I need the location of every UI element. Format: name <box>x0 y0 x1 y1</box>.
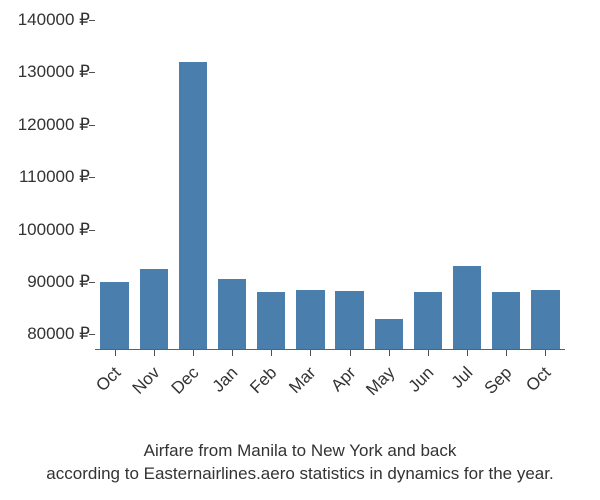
x-tick-mark <box>193 350 194 356</box>
y-tick-mark <box>89 334 95 335</box>
y-tick-label: 120000 ₽ <box>0 115 90 135</box>
bar <box>453 266 481 350</box>
x-tick-mark <box>271 350 272 356</box>
bar <box>179 62 207 350</box>
x-tick-label: Oct <box>92 363 125 396</box>
x-tick-mark <box>467 350 468 356</box>
bar <box>218 279 246 350</box>
bar <box>257 292 285 350</box>
x-tick-label: Feb <box>247 363 282 398</box>
y-tick-label: 130000 ₽ <box>0 62 90 82</box>
bar <box>531 290 559 350</box>
bar <box>414 292 442 350</box>
bar <box>296 290 324 350</box>
y-tick-mark <box>89 72 95 73</box>
x-tick-label: May <box>362 363 399 400</box>
bar <box>375 319 403 350</box>
bars-container <box>95 20 565 350</box>
y-tick-mark <box>89 282 95 283</box>
airfare-chart: OctNovDecJanFebMarAprMayJunJulSepOct Air… <box>0 0 600 500</box>
y-tick-label: 100000 ₽ <box>0 220 90 240</box>
x-axis-line <box>95 349 565 350</box>
x-tick-mark <box>310 350 311 356</box>
x-tick-mark <box>350 350 351 356</box>
y-tick-mark <box>89 177 95 178</box>
y-tick-label: 140000 ₽ <box>0 10 90 30</box>
x-tick-label: Jul <box>448 363 478 393</box>
x-tick-label: Nov <box>128 363 164 399</box>
bar <box>335 291 363 350</box>
x-tick-label: Dec <box>168 363 204 399</box>
x-tick-label: Jun <box>405 363 439 397</box>
x-axis-labels: OctNovDecJanFebMarAprMayJunJulSepOct <box>95 355 565 435</box>
chart-caption: Airfare from Manila to New York and back… <box>0 440 600 486</box>
x-tick-label: Apr <box>327 363 360 396</box>
y-tick-mark <box>89 230 95 231</box>
x-tick-mark <box>389 350 390 356</box>
plot-area <box>95 20 565 350</box>
y-tick-mark <box>89 125 95 126</box>
x-tick-label: Jan <box>209 363 243 397</box>
x-tick-label: Oct <box>523 363 556 396</box>
y-tick-label: 110000 ₽ <box>0 167 90 187</box>
bar <box>492 292 520 350</box>
x-tick-label: Mar <box>286 363 321 398</box>
x-tick-mark <box>154 350 155 356</box>
x-tick-mark <box>115 350 116 356</box>
y-tick-label: 80000 ₽ <box>0 324 90 344</box>
bar <box>100 282 128 350</box>
y-tick-mark <box>89 20 95 21</box>
bar <box>140 269 168 350</box>
x-tick-mark <box>545 350 546 356</box>
x-tick-label: Sep <box>481 363 517 399</box>
x-tick-mark <box>506 350 507 356</box>
x-tick-mark <box>232 350 233 356</box>
x-tick-mark <box>428 350 429 356</box>
y-tick-label: 90000 ₽ <box>0 272 90 292</box>
